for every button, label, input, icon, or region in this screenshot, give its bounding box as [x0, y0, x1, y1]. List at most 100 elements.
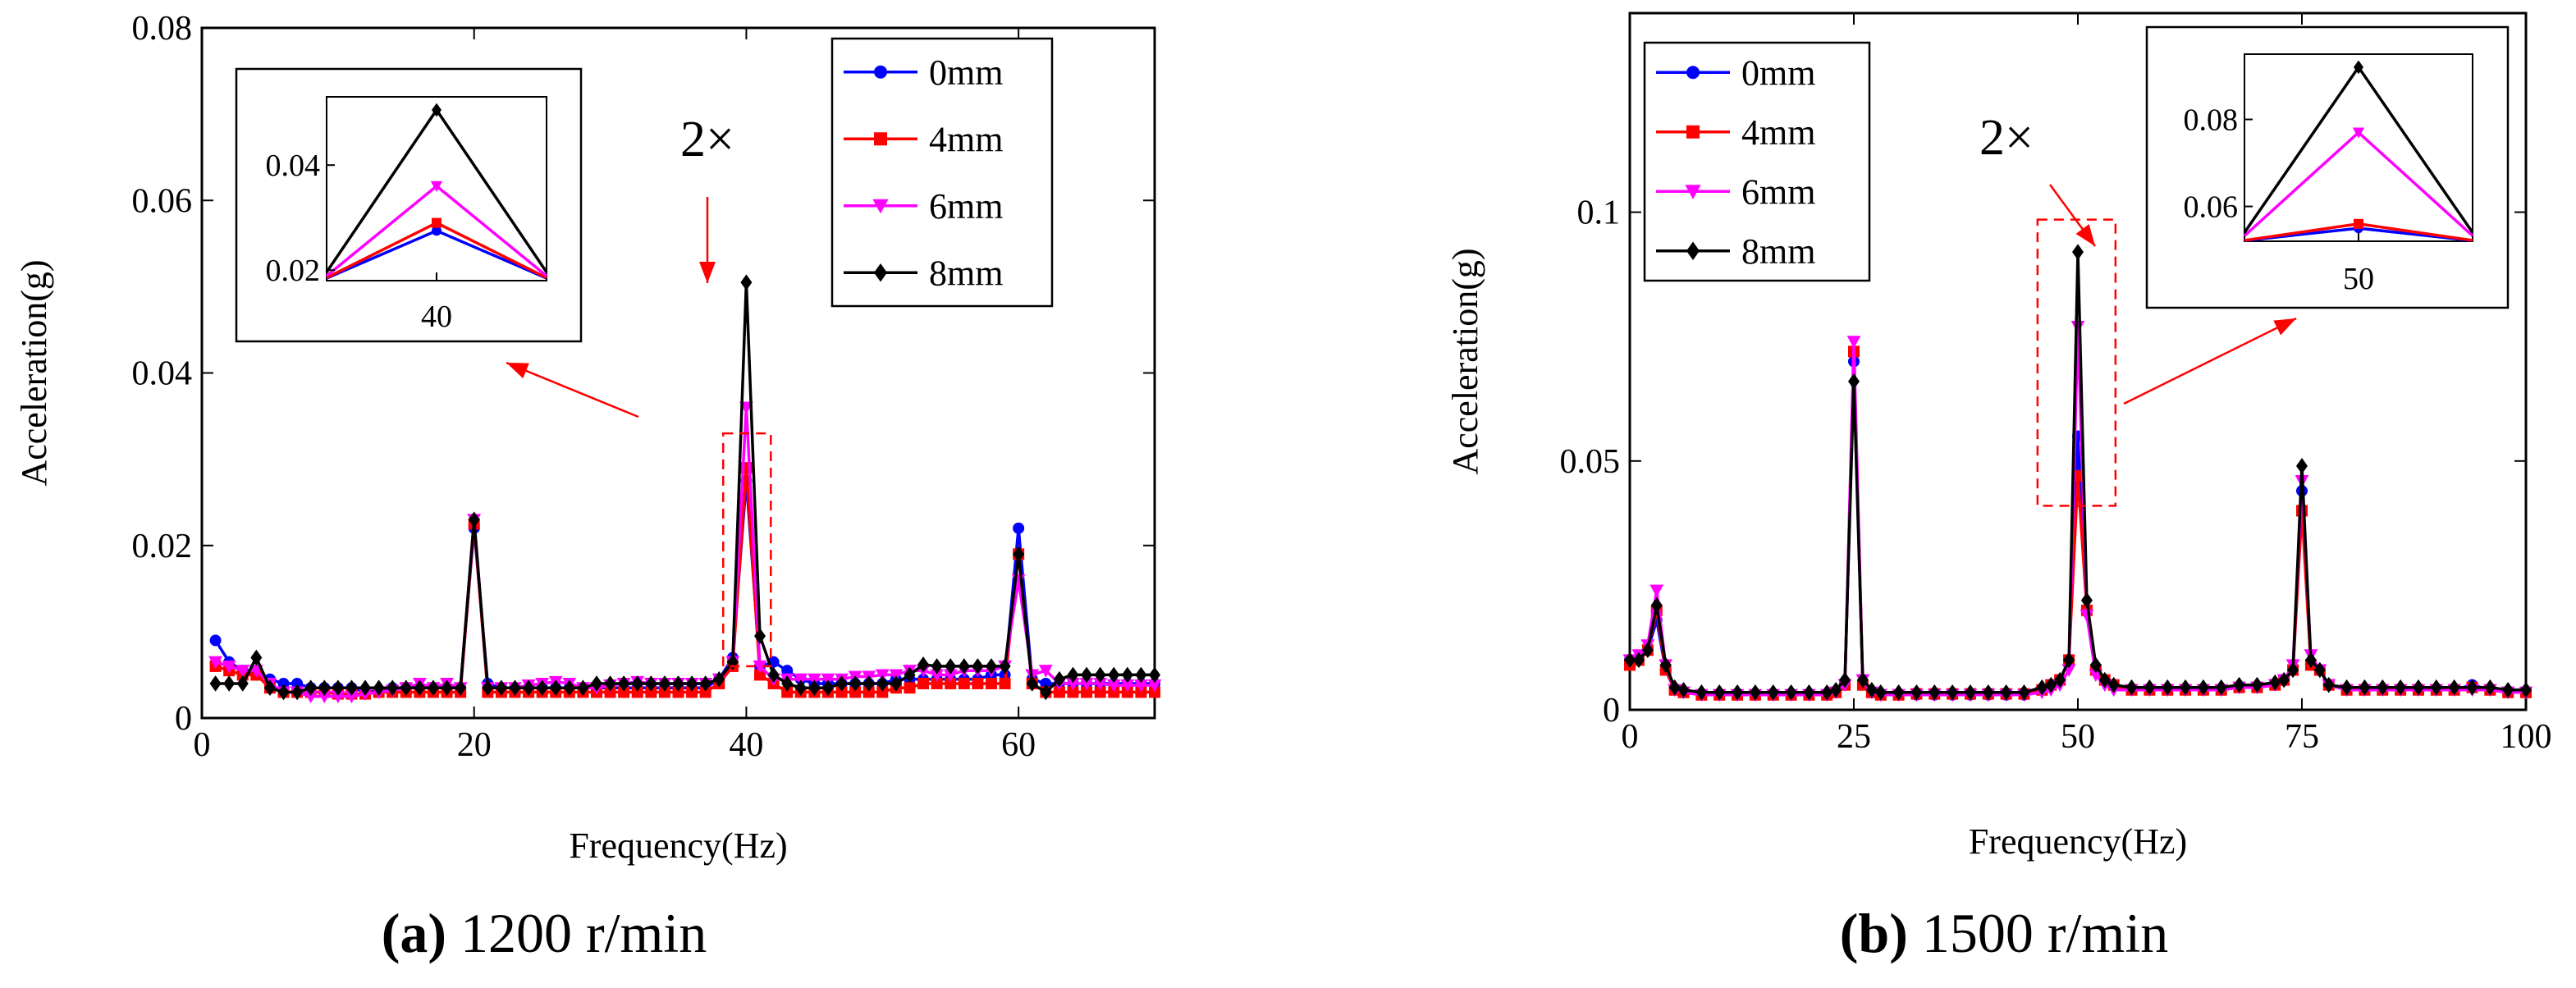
legend-marker-0mm [1686, 66, 1700, 80]
x-tick-label: 100 [2501, 718, 2552, 756]
data-point-8mm [2251, 676, 2263, 693]
y-tick-label: 0.05 [1560, 443, 1621, 481]
data-point-8mm [2107, 676, 2120, 693]
data-point-8mm [1830, 681, 1842, 698]
data-point-8mm [523, 679, 535, 697]
data-point-8mm [713, 670, 725, 688]
legend-box [830, 37, 1054, 308]
x-tick-label: 75 [2285, 718, 2319, 756]
data-point-8mm [849, 675, 862, 692]
data-point-8mm [945, 658, 957, 675]
legend-label-0mm: 0mm [1741, 53, 1815, 93]
data-point-8mm [1659, 656, 1672, 674]
data-point-4mm [931, 677, 943, 689]
data-point-8mm [2036, 679, 2048, 696]
data-point-8mm [2278, 671, 2290, 688]
data-point-8mm [781, 675, 794, 692]
y-axis-label: Acceleration(g) [14, 259, 54, 486]
data-point-4mm [686, 686, 698, 698]
data-point-8mm [2215, 679, 2227, 696]
data-point-6mm [1134, 679, 1148, 693]
data-point-8mm [318, 679, 331, 697]
data-point-0mm [277, 677, 290, 689]
data-point-4mm [945, 677, 957, 689]
x-tick-label: 0 [194, 726, 211, 764]
data-point-8mm [223, 675, 236, 692]
data-point-8mm [1803, 684, 1815, 701]
data-point-6mm [794, 673, 808, 687]
y-tick-label: 0.04 [132, 355, 193, 393]
inset-point-4mm [2354, 218, 2363, 229]
data-point-8mm [441, 679, 453, 697]
data-point-8mm [699, 675, 711, 692]
data-point-6mm [331, 690, 345, 704]
panel-a: 0 20 40 60 0 0.02 0.04 0.06 0.08 Frequency(Hz) Acc… [14, 10, 1162, 964]
data-point-8mm [1650, 597, 1663, 614]
data-point-6mm [1038, 665, 1053, 678]
x-axis-label: Frequency(Hz) [1969, 821, 2187, 862]
y-tick-label: 0.08 [132, 10, 193, 48]
data-point-8mm [359, 679, 372, 697]
inset-arrow-line [2123, 317, 2297, 405]
data-point-8mm [291, 684, 304, 701]
data-point-4mm [1135, 686, 1147, 698]
data-point-8mm [985, 658, 997, 675]
data-point-8mm [2377, 679, 2389, 696]
inset-point-8mm [2354, 60, 2363, 75]
series-6mm [1622, 321, 2533, 702]
data-point-8mm [1785, 684, 1797, 701]
data-point-8mm [1982, 684, 1994, 701]
data-point-6mm [304, 690, 318, 704]
inset: 40 0.02 0.04 [235, 67, 583, 343]
series-line-6mm [1629, 327, 2526, 697]
inset-point-6mm [2352, 127, 2365, 139]
data-point-8mm [1013, 546, 1025, 563]
inset-x-tick-label: 40 [421, 300, 452, 334]
data-point-6mm [1147, 679, 1162, 693]
data-point-8mm [2287, 661, 2299, 679]
inset-arrow-head [2273, 318, 2296, 336]
legend-marker-8mm [874, 263, 887, 282]
y-tick-label: 0.02 [132, 528, 193, 565]
data-point-8mm [577, 679, 589, 697]
data-point-8mm [427, 679, 439, 697]
data-point-8mm [1874, 684, 1887, 701]
data-point-8mm [209, 675, 222, 692]
legend-label-4mm: 4mm [1741, 112, 1815, 153]
data-point-6mm [875, 669, 890, 682]
data-point-8mm [536, 679, 548, 697]
data-point-4mm [849, 686, 862, 698]
inset-y-tick-label: 0.02 [266, 254, 321, 288]
legend-marker-6mm [872, 199, 889, 214]
series-line-0mm [1630, 361, 2526, 697]
inset-point-4mm [432, 217, 442, 228]
data-point-8mm [1910, 684, 1923, 701]
data-point-8mm [876, 675, 889, 692]
data-point-8mm [931, 658, 943, 675]
data-point-4mm [645, 686, 657, 698]
data-point-8mm [645, 675, 657, 692]
data-point-0mm [1013, 522, 1025, 534]
data-point-8mm [2313, 661, 2326, 679]
series-line-8mm [215, 282, 1155, 694]
data-point-8mm [2322, 676, 2335, 693]
data-point-8mm [263, 679, 276, 697]
caption-speed: 1500 r/min [1908, 902, 2168, 964]
legend-marker-4mm [1686, 125, 1700, 139]
data-point-4mm [985, 677, 997, 689]
data-point-8mm [1149, 666, 1160, 684]
data-point-8mm [304, 679, 317, 697]
data-point-6mm [1120, 679, 1135, 693]
data-point-8mm [794, 679, 807, 697]
data-point-8mm [414, 679, 426, 697]
data-point-8mm [767, 666, 780, 684]
x-tick-label: 25 [1837, 718, 1871, 756]
data-point-8mm [1081, 666, 1093, 684]
legend-box [1643, 41, 1871, 282]
data-point-8mm [2412, 679, 2424, 696]
data-point-8mm [1094, 666, 1106, 684]
data-point-8mm [631, 675, 643, 692]
data-point-8mm [740, 274, 753, 290]
data-point-8mm [2054, 671, 2066, 688]
data-point-8mm [1929, 684, 1941, 701]
